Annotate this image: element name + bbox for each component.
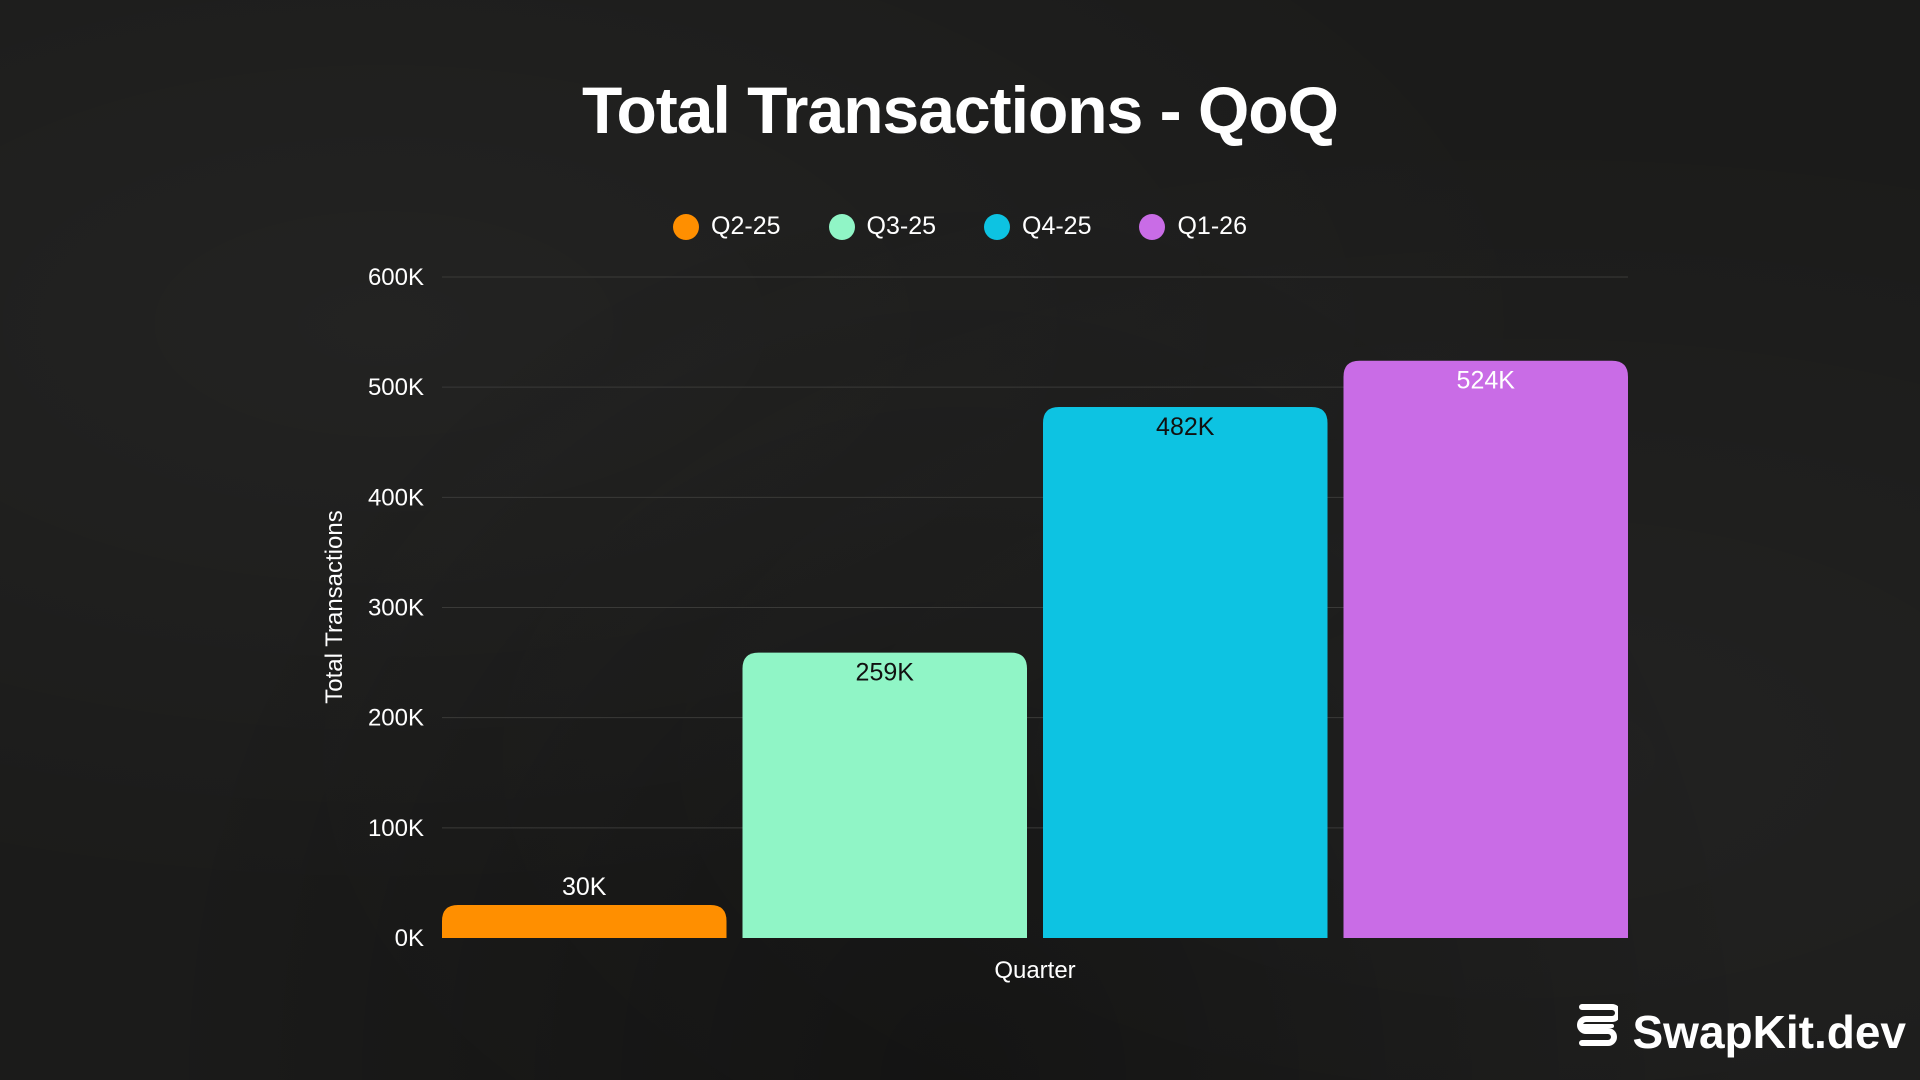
bar-value-label: 482K: [1156, 413, 1215, 441]
y-axis-label: Total Transactions: [321, 510, 348, 703]
legend-label: Q1-26: [1177, 212, 1247, 240]
chart-legend: Q2-25 Q3-25 Q4-25 Q1-26: [0, 212, 1920, 241]
y-tick-label: 300K: [368, 595, 424, 622]
legend-swatch: [1139, 213, 1166, 240]
bar-q3-25[interactable]: [742, 652, 1028, 938]
swapkit-logo-icon: [1576, 1003, 1622, 1060]
bar-value-label: 259K: [856, 659, 915, 687]
legend-swatch: [673, 213, 700, 240]
y-tick-label: 200K: [368, 705, 424, 732]
y-tick-label: 400K: [368, 484, 424, 511]
legend-label: Q3-25: [866, 212, 936, 240]
y-tick-label: 0K: [395, 925, 424, 952]
legend-swatch: [984, 213, 1010, 240]
chart-title: Total Transactions - QoQ: [582, 73, 1339, 147]
legend-item[interactable]: Q4-25: [984, 212, 1091, 241]
legend-item[interactable]: Q1-26: [1139, 212, 1247, 241]
bar-chart: 0K 100K 200K 300K 400K 500K 600K 30K 259K 482K 52…: [321, 264, 1629, 984]
bar-q1-26[interactable]: [1343, 360, 1629, 938]
y-tick-label: 100K: [368, 815, 424, 842]
legend-swatch: [828, 213, 855, 240]
bars: [442, 360, 1629, 938]
y-tick-label: 600K: [368, 264, 424, 291]
legend-label: Q4-25: [1022, 212, 1092, 240]
legend-item[interactable]: Q3-25: [828, 212, 936, 241]
legend-label: Q2-25: [711, 212, 781, 240]
brand-logo[interactable]: SwapKit.dev: [1576, 1003, 1906, 1060]
x-axis-label: Quarter: [994, 957, 1075, 984]
bar-q2-25[interactable]: [442, 904, 727, 938]
legend-item[interactable]: Q2-25: [673, 212, 781, 241]
bar-value-label: 30K: [562, 873, 607, 901]
y-ticks: 0K 100K 200K 300K 400K 500K 600K: [368, 264, 424, 952]
bar-labels: 30K 259K 482K 524K: [562, 367, 1515, 901]
y-tick-label: 500K: [368, 374, 424, 401]
bar-q4-25[interactable]: [1043, 406, 1328, 938]
bar-value-label: 524K: [1457, 367, 1516, 395]
brand-name: SwapKit.dev: [1632, 1005, 1906, 1058]
